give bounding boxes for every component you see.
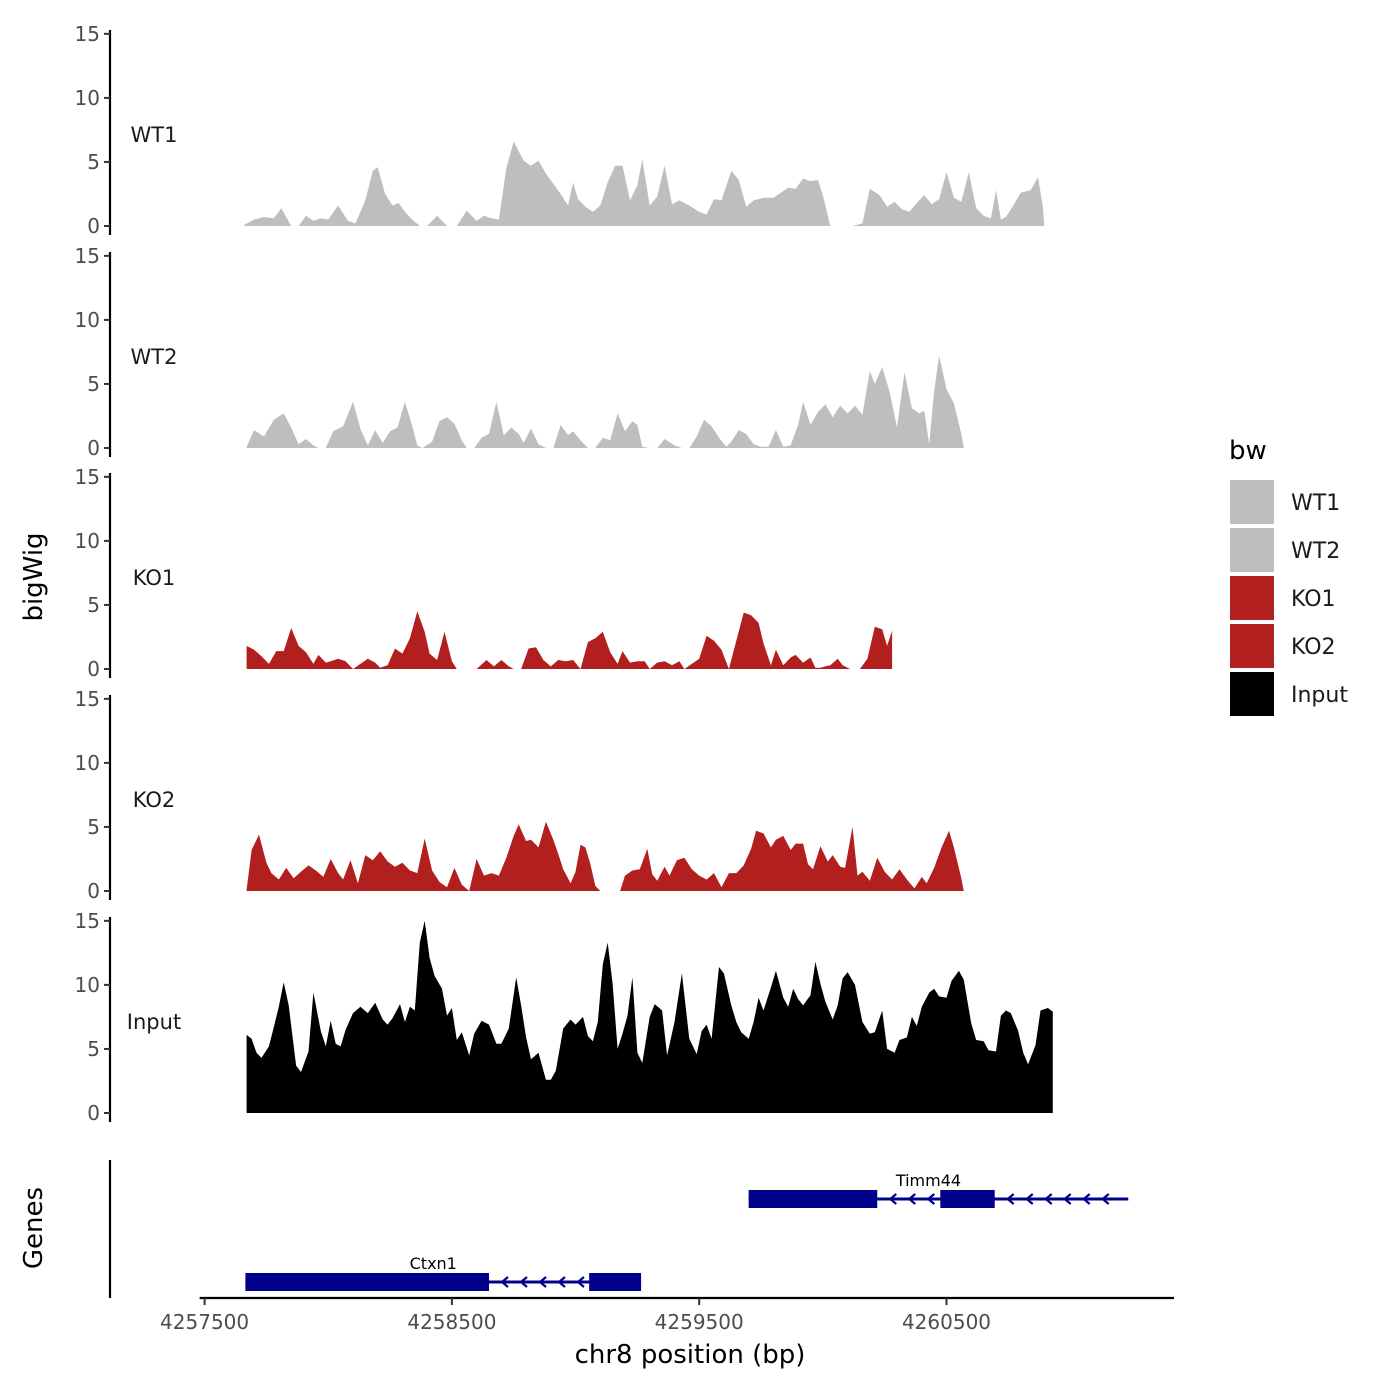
track-label-ko1: KO1 (133, 566, 176, 590)
track-wt2: 0 5 10 15 WT2 (75, 244, 964, 460)
signal-area-wt2 (246, 355, 964, 448)
exon-timm44-1 (940, 1190, 995, 1208)
x-tick-label-4258500: 4258500 (407, 1310, 496, 1334)
y-tick-label-ko2-10: 10 (75, 751, 100, 775)
gene-ctxn1: Ctxn1 (245, 1254, 642, 1291)
strand-chevron-ctxn1-4 (576, 1276, 585, 1288)
track-label-wt1: WT1 (131, 123, 178, 147)
strand-chevron-timm44-6 (1063, 1193, 1072, 1205)
signal-area-input (246, 920, 1053, 1113)
legend-swatch-ko1 (1230, 576, 1274, 620)
y-tick-label-wt2-5: 5 (87, 372, 100, 396)
y-tick-label-wt2-0: 0 (87, 436, 100, 460)
strand-chevron-timm44-2 (926, 1193, 935, 1205)
y-tick-label-ko2-15: 15 (75, 687, 100, 711)
strand-chevron-ctxn1-2 (538, 1276, 547, 1288)
track-ko2: 0 5 10 15 KO2 (75, 687, 964, 903)
signal-area-wt1 (244, 141, 1045, 226)
gene-timm44: Timm44 (748, 1171, 1129, 1208)
strand-chevron-timm44-8 (1101, 1193, 1110, 1205)
strand-chevron-timm44-0 (888, 1193, 897, 1205)
legend-label-wt2: WT2 (1291, 539, 1340, 564)
exon-ctxn1-1 (589, 1273, 642, 1291)
strand-chevron-timm44-4 (1025, 1193, 1034, 1205)
signal-area-ko1 (246, 611, 893, 669)
legend-label-input: Input (1291, 683, 1348, 708)
gene-label-ctxn1: Ctxn1 (410, 1254, 457, 1273)
legend-label-wt1: WT1 (1291, 491, 1340, 516)
y-tick-label-wt2-10: 10 (75, 308, 100, 332)
legend-title: bw (1229, 436, 1267, 466)
strand-chevron-timm44-1 (907, 1193, 916, 1205)
y-axis-title: bigWig (19, 532, 49, 621)
y-tick-label-ko1-10: 10 (75, 529, 100, 553)
signal-area-ko2 (246, 821, 964, 891)
legend-swatch-ko2 (1230, 624, 1274, 668)
legend-swatch-wt2 (1230, 528, 1274, 572)
x-tick-label-4257500: 4257500 (160, 1310, 249, 1334)
y-tick-label-wt1-0: 0 (87, 214, 100, 238)
track-wt1: 0 5 10 15 WT1 (75, 22, 1045, 238)
track-label-wt2: WT2 (131, 345, 178, 369)
track-ko1: 0 5 10 15 KO1 (75, 465, 893, 681)
genes-axis-title: Genes (19, 1187, 49, 1269)
x-axis: 4257500 4258500 4259500 4260500 (160, 1296, 1175, 1334)
y-tick-label-ko1-0: 0 (87, 657, 100, 681)
strand-chevron-timm44-5 (1044, 1193, 1053, 1205)
x-axis-title: chr8 position (bp) (575, 1340, 806, 1370)
legend-label-ko2: KO2 (1291, 635, 1336, 660)
y-tick-label-ko2-0: 0 (87, 879, 100, 903)
x-tick-label-4260500: 4260500 (902, 1310, 991, 1334)
y-tick-label-input-5: 5 (87, 1037, 100, 1061)
y-tick-label-wt2-15: 15 (75, 244, 100, 268)
y-tick-label-input-15: 15 (75, 909, 100, 933)
exon-timm44-0 (748, 1190, 878, 1208)
track-label-input: Input (127, 1010, 181, 1034)
track-input: 0 5 10 15 Input (75, 909, 1053, 1125)
y-tick-label-ko1-15: 15 (75, 465, 100, 489)
signal-tracks: 0 5 10 15 WT1 0 5 10 15 WT2 0 5 10 15 KO1 0 5 10 15 KO2 0 5 10… (75, 22, 1053, 1125)
gene-track: Timm44 Ctxn1 (108, 1160, 1129, 1298)
legend: bw WT1 WT2 KO1 KO2 Input (1229, 436, 1348, 716)
legend-swatch-wt1 (1230, 480, 1274, 524)
y-tick-label-ko2-5: 5 (87, 815, 100, 839)
y-tick-label-input-10: 10 (75, 973, 100, 997)
strand-chevron-timm44-7 (1082, 1193, 1091, 1205)
y-tick-label-input-0: 0 (87, 1101, 100, 1125)
x-tick-label-4259500: 4259500 (655, 1310, 744, 1334)
track-label-ko2: KO2 (133, 788, 176, 812)
strand-chevron-timm44-3 (1006, 1193, 1015, 1205)
y-tick-label-wt1-15: 15 (75, 22, 100, 46)
y-tick-label-ko1-5: 5 (87, 593, 100, 617)
legend-label-ko1: KO1 (1291, 587, 1336, 612)
strand-chevron-ctxn1-1 (519, 1276, 528, 1288)
legend-swatch-input (1230, 672, 1274, 716)
strand-chevron-ctxn1-0 (500, 1276, 509, 1288)
y-tick-label-wt1-10: 10 (75, 86, 100, 110)
strand-chevron-ctxn1-3 (557, 1276, 566, 1288)
exon-ctxn1-0 (245, 1273, 489, 1291)
y-tick-label-wt1-5: 5 (87, 150, 100, 174)
gene-label-timm44: Timm44 (895, 1171, 961, 1190)
